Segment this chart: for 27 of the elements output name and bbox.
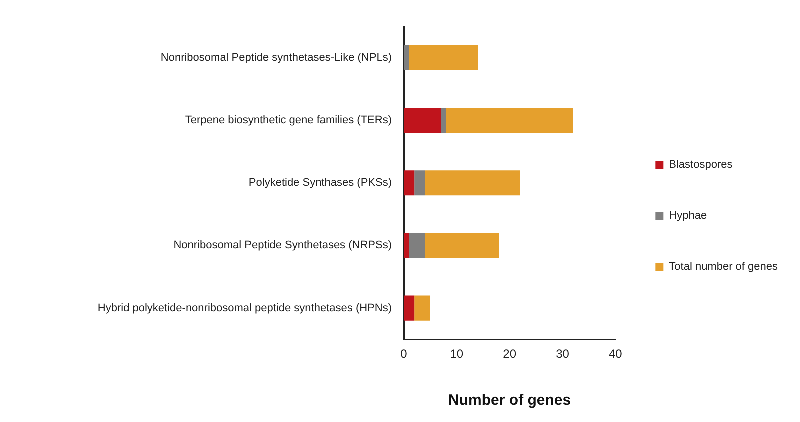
bar (414, 170, 426, 196)
bar (441, 108, 446, 134)
y-tick-label: Nonribosomal Peptide synthetases-Like (NPLs) (160, 52, 392, 64)
y-tick-label: Hybrid polyketide-nonribosomal peptide synthetases (HPNs) (98, 302, 392, 314)
x-tick-label: 30 (556, 347, 570, 362)
x-tick-label: 0 (400, 347, 408, 362)
y-tick-label: Polyketide Synthases (PKSs) (248, 177, 392, 190)
x-tick-label: 20 (503, 347, 517, 362)
x-tick-label: 40 (608, 347, 623, 362)
legend-label: Blastospores (669, 159, 734, 172)
bar (425, 170, 520, 196)
y-tick-label: Nonribosomal Peptide Synthetases (NRPSs) (174, 240, 392, 252)
bar (404, 233, 410, 258)
legend-label: Hyphae (669, 210, 708, 222)
x-tick-label: 10 (450, 347, 464, 362)
y-tick-label: Terpene biosynthetic gene families (TERs) (185, 114, 392, 127)
bar (404, 170, 415, 196)
legend-label: Total number of genes (669, 261, 778, 274)
bar (404, 45, 410, 70)
bar (414, 296, 430, 321)
bar (404, 108, 442, 134)
bar (425, 233, 500, 258)
x-axis-title: Number of genes (448, 392, 572, 410)
bar (409, 233, 426, 258)
bar (409, 45, 478, 70)
bar (446, 108, 574, 134)
bar (404, 296, 415, 321)
